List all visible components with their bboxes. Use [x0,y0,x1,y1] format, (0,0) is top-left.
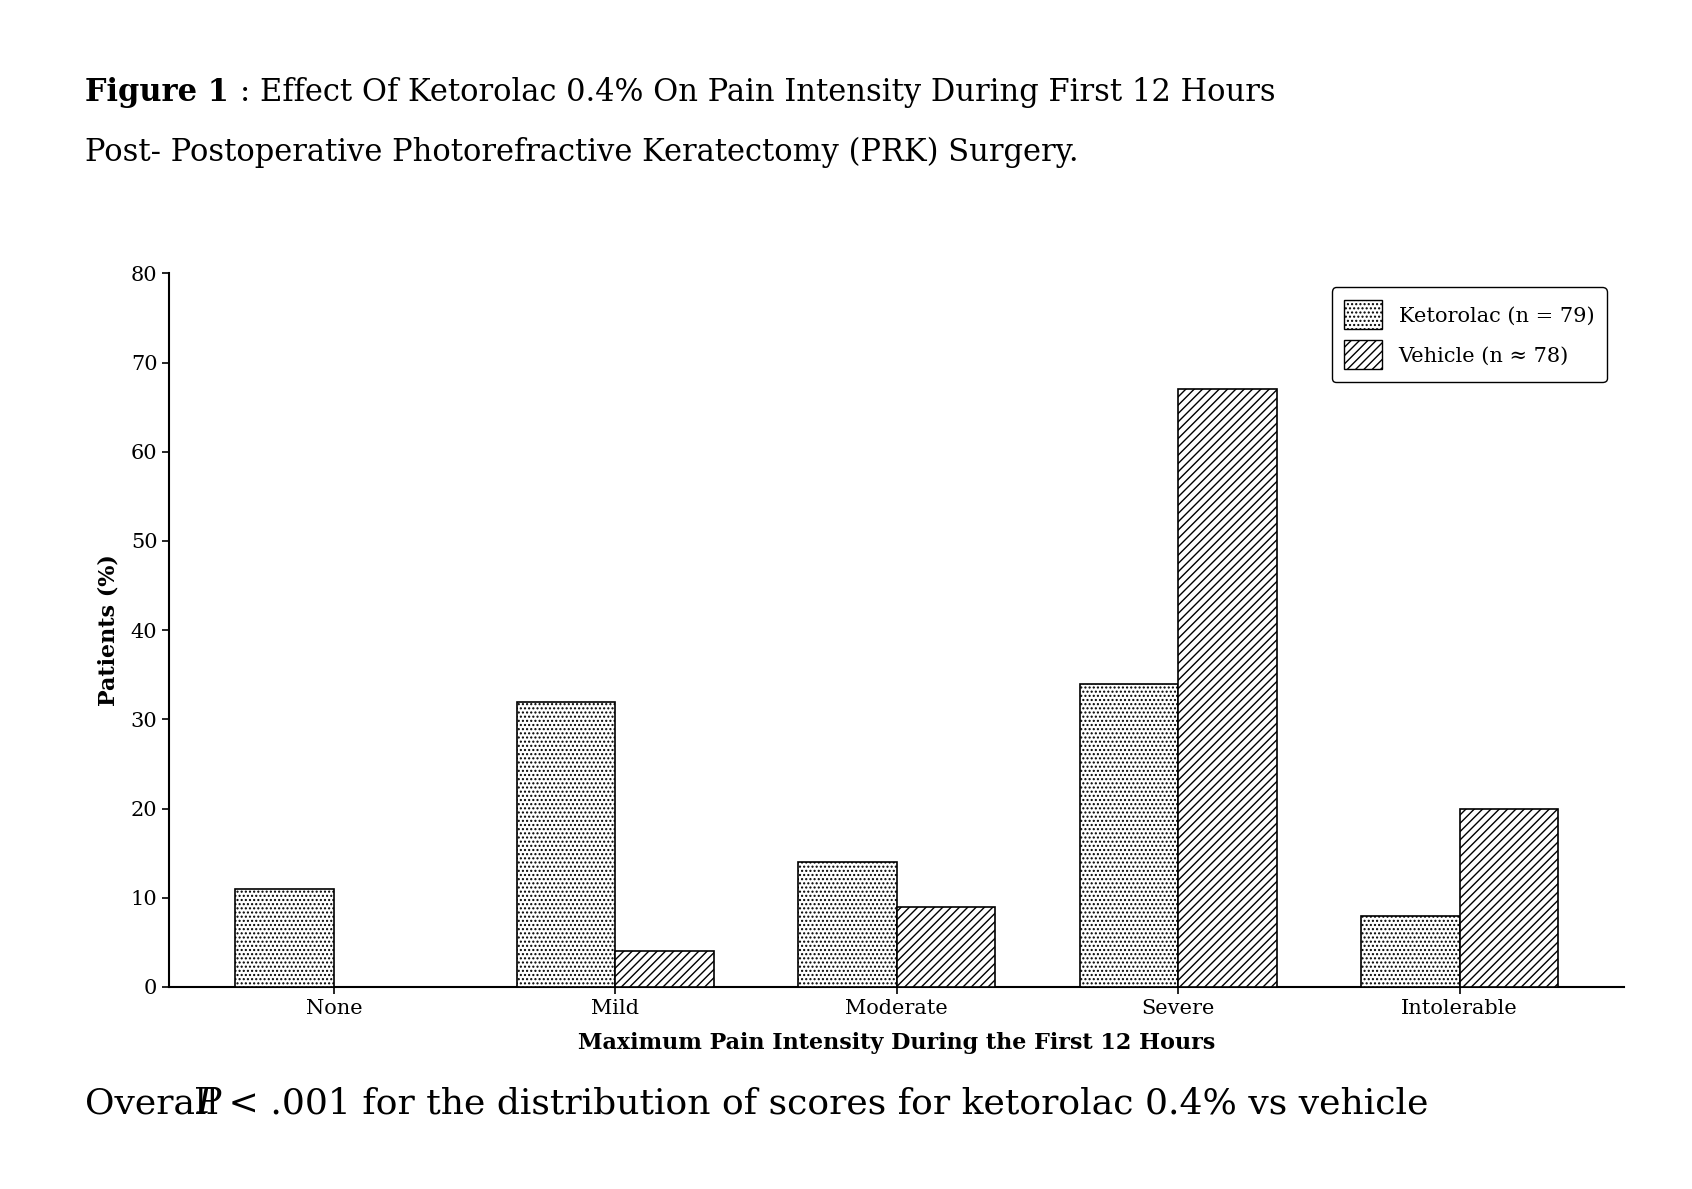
Bar [1079,684,1178,987]
Bar [516,702,616,987]
Bar [1360,916,1460,987]
Bar [1178,390,1277,987]
Text: : Effect Of Ketorolac 0.4% On Pain Intensity During First 12 Hours: : Effect Of Ketorolac 0.4% On Pain Inten… [240,77,1276,108]
Text: P: P [196,1087,220,1120]
Bar [235,889,333,987]
Bar [897,906,995,987]
Legend: Ketorolac (n = 79), Vehicle (n ≈ 78): Ketorolac (n = 79), Vehicle (n ≈ 78) [1332,288,1607,382]
Text: Post- Postoperative Photorefractive Keratectomy (PRK) Surgery.: Post- Postoperative Photorefractive Kera… [85,137,1078,168]
X-axis label: Maximum Pain Intensity During the First 12 Hours: Maximum Pain Intensity During the First … [579,1032,1215,1053]
Y-axis label: Patients (%): Patients (%) [98,554,120,706]
Text: Figure 1: Figure 1 [85,77,228,108]
Bar [616,951,714,987]
Text: Overall: Overall [85,1087,230,1120]
Text: < .001 for the distribution of scores for ketorolac 0.4% vs vehicle: < .001 for the distribution of scores fo… [217,1087,1428,1120]
Bar [799,862,897,987]
Bar [1460,809,1558,987]
